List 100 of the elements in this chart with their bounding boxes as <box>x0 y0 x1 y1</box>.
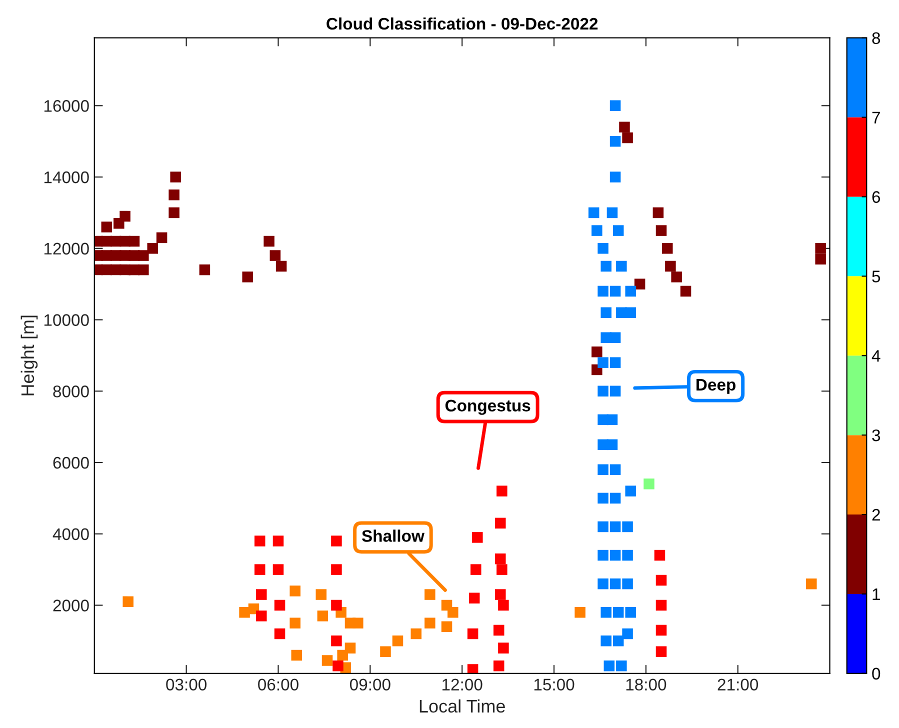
point <box>656 600 667 611</box>
point <box>610 550 621 561</box>
point <box>495 589 506 600</box>
point <box>316 589 327 600</box>
point <box>424 618 436 628</box>
point <box>332 660 344 672</box>
annotation: Deep <box>696 378 736 394</box>
point <box>610 386 621 397</box>
point <box>625 607 636 618</box>
color-bar-label: 4 <box>872 350 880 362</box>
y-tick-label: 12000 <box>44 242 89 255</box>
color-bar-label: 2 <box>872 508 880 521</box>
point <box>610 357 621 368</box>
point <box>656 646 667 658</box>
y-axis-title: Height [m] <box>20 316 38 396</box>
y-tick-label: 14000 <box>44 171 89 184</box>
chart-title: Cloud Classification - 09-Dec-2022 <box>326 17 598 30</box>
point <box>496 486 508 496</box>
point <box>606 439 618 450</box>
point <box>138 264 149 276</box>
point <box>331 636 342 646</box>
point <box>101 222 112 232</box>
point <box>424 589 436 600</box>
point <box>612 225 624 236</box>
point <box>290 618 300 628</box>
point <box>272 536 284 546</box>
color-bar-label: 7 <box>872 112 880 124</box>
point <box>467 664 478 674</box>
point <box>331 600 342 611</box>
point <box>472 532 483 543</box>
point <box>600 307 612 318</box>
point <box>656 624 667 636</box>
point <box>815 254 826 264</box>
point <box>625 286 636 297</box>
point <box>274 628 286 640</box>
y-tick-label: 8000 <box>53 386 89 398</box>
point <box>652 207 664 218</box>
point <box>498 642 509 654</box>
x-tick-label: 21:00 <box>718 678 758 691</box>
point <box>168 189 180 200</box>
point <box>616 260 627 272</box>
point <box>380 646 391 658</box>
x-axis-title: Local Time <box>420 699 505 713</box>
y-tick-label: 10000 <box>44 314 89 326</box>
point <box>610 521 621 532</box>
annotation: Shallow <box>362 530 424 542</box>
point <box>470 564 482 575</box>
point <box>331 536 342 546</box>
point <box>120 210 130 222</box>
point <box>625 486 636 496</box>
point <box>337 650 348 661</box>
point <box>574 607 586 618</box>
point <box>598 357 608 368</box>
x-tick-label: 09:00 <box>350 678 390 691</box>
color-bar-label: 8 <box>872 32 880 44</box>
point <box>495 553 506 564</box>
point <box>598 386 608 397</box>
point <box>242 272 253 282</box>
y-tick-label: 6000 <box>53 456 89 469</box>
point <box>317 610 328 622</box>
point <box>671 272 682 282</box>
point <box>274 600 286 611</box>
point <box>256 610 267 622</box>
point <box>128 236 140 247</box>
color-bar-label: 1 <box>872 588 880 600</box>
point <box>598 578 608 590</box>
point <box>344 642 356 654</box>
point <box>610 492 621 504</box>
x-tick-label: 15:00 <box>534 678 574 691</box>
point <box>468 592 480 604</box>
point <box>493 660 504 672</box>
point <box>806 578 817 590</box>
point <box>654 550 666 561</box>
point <box>598 492 608 504</box>
color-bar-label: 0 <box>872 668 880 680</box>
point <box>815 243 826 254</box>
point <box>610 578 621 590</box>
point <box>448 607 458 618</box>
point <box>662 243 673 254</box>
point <box>276 260 287 272</box>
point <box>656 225 667 236</box>
point <box>291 650 302 661</box>
point <box>588 207 600 218</box>
point <box>600 260 612 272</box>
point <box>493 624 504 636</box>
x-tick-label: 18:00 <box>626 678 666 691</box>
point <box>612 636 624 646</box>
annotation: Congestus <box>445 400 530 415</box>
point <box>122 596 134 608</box>
point <box>625 307 636 318</box>
point <box>665 260 676 272</box>
point <box>170 172 181 182</box>
point <box>441 621 452 632</box>
point <box>610 464 621 476</box>
point <box>656 574 667 586</box>
color-bar-label: 5 <box>872 270 880 282</box>
point <box>634 278 646 290</box>
point <box>264 236 274 247</box>
point <box>644 478 654 490</box>
point <box>495 518 506 529</box>
